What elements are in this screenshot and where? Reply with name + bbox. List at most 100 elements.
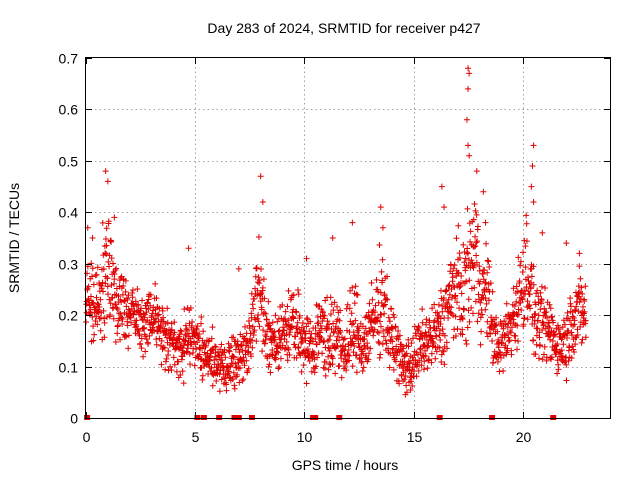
data-point	[147, 302, 154, 309]
data-point	[303, 380, 310, 387]
data-point	[448, 304, 455, 311]
data-point	[457, 283, 464, 290]
data-point	[151, 319, 158, 326]
data-point	[101, 315, 108, 322]
data-point	[312, 335, 319, 342]
data-point	[279, 302, 286, 309]
data-point	[468, 257, 475, 264]
data-point	[475, 291, 482, 298]
data-point	[96, 304, 103, 311]
data-point	[303, 315, 310, 322]
data-point	[316, 303, 323, 310]
data-point	[385, 314, 392, 321]
data-point	[474, 223, 481, 230]
data-point	[237, 364, 244, 371]
data-point	[244, 349, 251, 356]
data-point	[485, 258, 492, 265]
data-point	[190, 338, 197, 345]
data-point	[519, 268, 526, 275]
data-point	[320, 338, 327, 345]
data-point	[163, 355, 170, 362]
data-point	[574, 331, 581, 338]
data-point	[138, 305, 145, 312]
data-point	[245, 317, 252, 324]
data-point	[479, 292, 486, 299]
data-point	[101, 334, 108, 341]
data-point	[124, 296, 131, 303]
data-point	[419, 352, 426, 359]
data-point	[567, 295, 574, 302]
data-point	[466, 318, 473, 325]
data-point	[459, 316, 466, 323]
data-point	[516, 278, 523, 285]
peak-point	[528, 183, 535, 190]
data-point	[357, 354, 364, 361]
data-point	[262, 336, 269, 343]
data-point	[535, 355, 542, 362]
data-point	[121, 297, 128, 304]
data-point	[221, 346, 228, 353]
data-point	[302, 330, 309, 337]
data-point	[388, 333, 395, 340]
data-point	[433, 348, 440, 355]
zero-value-point	[436, 415, 443, 420]
data-point	[504, 330, 511, 337]
data-point	[120, 282, 127, 289]
data-point	[539, 326, 546, 333]
data-point	[435, 301, 442, 308]
data-point	[542, 285, 549, 292]
data-point	[403, 382, 410, 389]
data-point	[468, 304, 475, 311]
data-point	[353, 352, 360, 359]
data-point	[208, 335, 215, 342]
data-point	[93, 271, 100, 278]
data-point	[386, 364, 393, 371]
data-point	[472, 298, 479, 305]
data-point	[285, 317, 292, 324]
data-point	[216, 388, 223, 395]
data-point	[313, 340, 320, 347]
data-point	[107, 311, 114, 318]
data-point	[555, 325, 562, 332]
data-point	[331, 299, 338, 306]
data-point	[423, 336, 430, 343]
data-point	[129, 287, 136, 294]
data-point	[547, 305, 554, 312]
data-point	[187, 361, 194, 368]
data-point	[151, 327, 158, 334]
data-point	[491, 322, 498, 329]
data-point	[366, 327, 373, 334]
data-point	[483, 300, 490, 307]
data-point	[255, 318, 262, 325]
data-point	[144, 299, 151, 306]
data-point	[100, 266, 107, 273]
data-point	[101, 319, 108, 326]
data-point	[341, 335, 348, 342]
data-point	[413, 332, 420, 339]
data-point	[461, 306, 468, 313]
data-point	[324, 318, 331, 325]
data-point	[450, 312, 457, 319]
data-point	[463, 278, 470, 285]
data-point	[231, 385, 238, 392]
data-point	[409, 382, 416, 389]
data-point	[321, 312, 328, 319]
y-tick-label: 0	[70, 411, 78, 427]
data-point	[352, 317, 359, 324]
data-point	[234, 338, 241, 345]
data-point	[114, 323, 121, 330]
data-point	[487, 330, 494, 337]
data-point	[378, 311, 385, 318]
data-point	[253, 338, 260, 345]
data-point	[471, 243, 478, 250]
data-point	[194, 339, 201, 346]
data-point	[133, 317, 140, 324]
data-point	[146, 321, 153, 328]
data-point	[401, 376, 408, 383]
data-point	[276, 339, 283, 346]
data-point	[579, 336, 586, 343]
data-point	[114, 330, 121, 337]
data-point	[108, 281, 115, 288]
data-point	[213, 369, 220, 376]
data-point	[329, 355, 336, 362]
